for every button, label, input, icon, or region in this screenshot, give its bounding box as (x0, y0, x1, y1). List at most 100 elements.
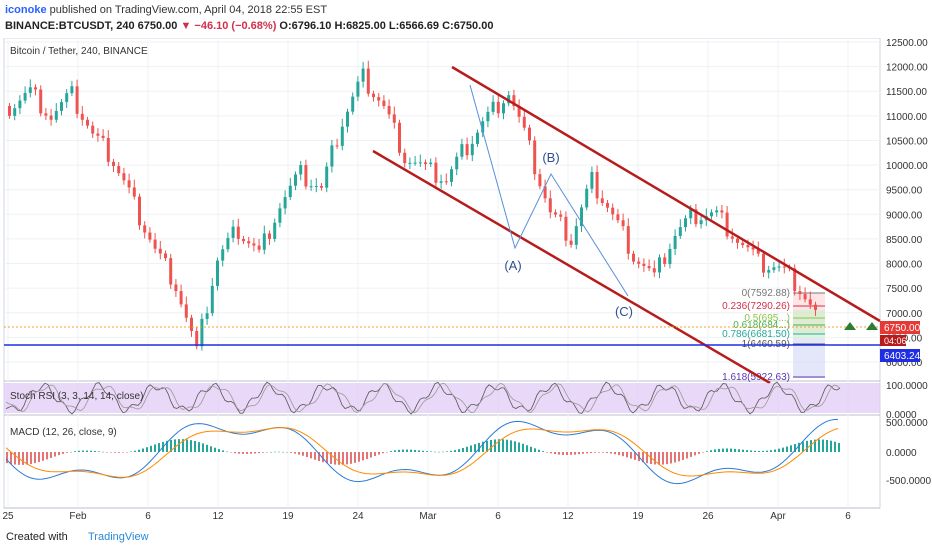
candle-body (668, 249, 672, 265)
candle-body (80, 113, 84, 120)
candle-body (44, 113, 48, 116)
macd-histogram-bar (78, 450, 80, 452)
candle-body (169, 258, 173, 285)
candle-body (210, 285, 214, 314)
macd-histogram-bar (466, 446, 468, 452)
macd-histogram-bar (138, 449, 140, 452)
fib-level-label: 1.618(5922.63) (722, 372, 790, 383)
candle-body (190, 317, 193, 331)
candle-body (720, 210, 724, 213)
macd-histogram-bar (550, 452, 552, 454)
fib-level-label: 0(7592.88) (742, 288, 790, 299)
fib-level-label: 0.236(7290.26) (722, 301, 790, 312)
macd-histogram-bar (250, 452, 252, 454)
macd-histogram-bar (370, 452, 372, 458)
candle-body (767, 269, 771, 273)
candle-body (637, 261, 641, 264)
macd-histogram-bar (66, 452, 68, 453)
candle-body (756, 249, 760, 254)
candle-body (616, 214, 620, 221)
macd-histogram-bar (242, 452, 244, 454)
candle-body (28, 87, 32, 93)
time-tick-label: 12 (212, 511, 224, 522)
candle-body (798, 291, 802, 295)
wave-path (469, 84, 629, 297)
candle-body (392, 114, 396, 123)
macd-histogram-bar (458, 449, 460, 452)
candle-body (216, 260, 219, 286)
macd-histogram-bar (622, 452, 624, 457)
candle-body (439, 181, 443, 183)
candle-body (455, 156, 459, 170)
price-tick-label: 9500.00 (886, 186, 923, 197)
candle-body (127, 180, 131, 188)
candle-body (335, 145, 339, 147)
macd-histogram-bar (346, 452, 348, 465)
macd-histogram-bar (246, 452, 248, 454)
macd-histogram-bar (426, 451, 428, 452)
wave-pattern[interactable]: (A) (B) (C) (469, 84, 633, 319)
fib-level-label: 0.786(6681.50) (722, 329, 790, 340)
candle-body (148, 232, 152, 240)
support-price-value: 6403.24 (884, 351, 921, 362)
macd-histogram-bar (714, 449, 716, 452)
timer-value: 04:06 (884, 336, 907, 346)
macd-histogram-bar (70, 451, 72, 453)
candle-body (621, 220, 625, 227)
macd-histogram-bar (750, 450, 752, 452)
author-name[interactable]: iconoke (5, 4, 47, 16)
macd-histogram-bar (614, 452, 616, 455)
candle-body (361, 68, 365, 82)
macd-histogram-bar (474, 444, 476, 452)
candle-body (736, 238, 739, 243)
macd-histogram-bar (366, 452, 368, 459)
time-tick-label: Apr (770, 511, 786, 522)
candle-body (444, 181, 448, 183)
macd-histogram-bar (154, 444, 156, 452)
candle-body (626, 226, 630, 254)
macd-histogram-bar (310, 452, 312, 459)
time-tick-label: Mar (419, 511, 437, 522)
macd-histogram-bar (454, 450, 456, 452)
stoch-k-line (5, 381, 841, 415)
wave-label: (A) (504, 258, 521, 273)
price-change: ▼ −46.10 (−0.68%) (180, 20, 277, 32)
macd-histogram-bar (566, 452, 568, 455)
fibonacci-retracement[interactable]: 0(7592.88) 0.236(7290.26)0.5(695...)0.618… (722, 288, 825, 383)
candle-body (585, 188, 589, 208)
macd-histogram-bar (94, 451, 96, 452)
macd-histogram-bar (718, 448, 720, 452)
macd-histogram-bar (238, 452, 240, 454)
macd-histogram-bar (190, 440, 192, 452)
stoch-pane-title: Stoch RSI (3, 3, 14, 14, close) (10, 391, 143, 402)
macd-histogram-bar (602, 452, 604, 453)
macd-histogram-bar (58, 452, 60, 456)
macd-histogram-bar (834, 441, 836, 452)
macd-histogram-bar (390, 451, 392, 452)
candle-body (158, 248, 162, 254)
macd-histogram-bar (338, 452, 340, 465)
time-tick-label: 25 (2, 511, 14, 522)
macd-histogram-bar (362, 452, 364, 461)
macd-histogram-bar (82, 450, 84, 452)
macd-histogram-bar (782, 447, 784, 452)
macd-histogram-bar (158, 443, 160, 452)
trading-chart[interactable]: 12500.00 12000.00 11500.00 11000.00 10500.00… (0, 38, 932, 524)
tradingview-brand[interactable]: TradingView (88, 531, 149, 543)
candle-body (304, 165, 308, 187)
macd-histogram-bar (122, 452, 124, 453)
macd-histogram-bar (822, 439, 824, 452)
macd-histogram-bar (410, 449, 412, 452)
ohlc-values: O:6796.10 H:6825.00 L:6566.69 C:6750.00 (279, 20, 494, 32)
candle-body (434, 162, 438, 183)
macd-histogram-bar (150, 445, 152, 452)
macd-histogram-bar (314, 452, 316, 460)
macd-histogram-bar (702, 452, 704, 453)
macd-histogram-bar (50, 452, 52, 458)
macd-histogram-bar (198, 442, 200, 452)
price-tick-label: 8000.00 (886, 260, 923, 271)
macd-histogram-bar (694, 452, 696, 456)
support-line[interactable]: 6750.00 04:06 6403.24 (4, 321, 921, 362)
candle-body (481, 121, 485, 133)
candle-body (450, 169, 453, 182)
